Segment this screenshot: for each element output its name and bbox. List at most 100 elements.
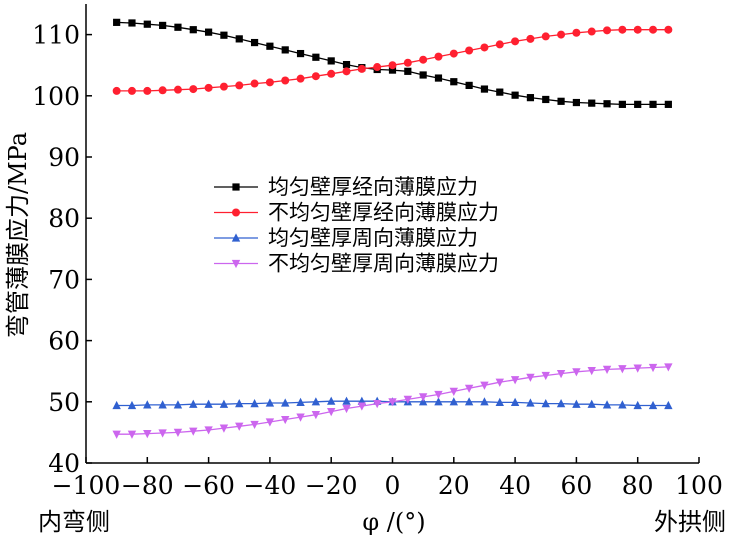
data-point bbox=[189, 85, 198, 94]
data-point bbox=[189, 26, 197, 34]
x-tick-label: 80 bbox=[622, 471, 654, 500]
data-point bbox=[572, 399, 581, 408]
data-point bbox=[342, 404, 351, 414]
data-point bbox=[173, 428, 183, 437]
data-point bbox=[250, 79, 259, 88]
data-point bbox=[542, 95, 550, 104]
x-tick-label: 0 bbox=[385, 471, 401, 500]
data-point bbox=[388, 61, 397, 70]
data-point bbox=[434, 74, 443, 82]
data-point bbox=[633, 364, 642, 373]
data-point bbox=[219, 424, 229, 433]
data-point bbox=[526, 373, 535, 382]
x-tick-label: 100 bbox=[675, 471, 723, 500]
data-point bbox=[588, 99, 596, 107]
data-point bbox=[556, 370, 566, 379]
data-point bbox=[418, 393, 428, 402]
data-point bbox=[480, 43, 489, 52]
data-point bbox=[602, 400, 612, 409]
data-point bbox=[664, 100, 672, 108]
data-point bbox=[235, 81, 244, 90]
legend-item: 均匀壁厚经向薄膜应力 bbox=[214, 175, 478, 199]
data-point bbox=[327, 69, 336, 78]
data-point bbox=[143, 20, 151, 28]
data-point bbox=[388, 66, 397, 74]
data-point bbox=[388, 398, 397, 407]
legend-label: 不均匀壁厚周向薄膜应力 bbox=[268, 252, 499, 276]
data-point bbox=[618, 400, 627, 409]
data-point bbox=[342, 396, 351, 405]
data-point bbox=[296, 397, 305, 407]
data-point bbox=[219, 399, 229, 408]
y-axis-title: 弯管薄膜应力/MPa bbox=[4, 132, 32, 338]
series-line bbox=[116, 29, 669, 92]
data-point bbox=[112, 430, 121, 439]
data-point bbox=[220, 31, 228, 39]
data-point bbox=[434, 52, 443, 61]
data-point bbox=[296, 413, 305, 422]
x-axis-title: φ /(°) bbox=[362, 508, 425, 536]
data-point bbox=[250, 399, 259, 408]
data-point bbox=[572, 98, 580, 107]
data-point bbox=[128, 19, 136, 27]
data-point bbox=[434, 397, 443, 406]
data-point bbox=[633, 400, 642, 410]
data-point bbox=[495, 397, 504, 407]
data-point bbox=[450, 78, 458, 86]
data-point bbox=[127, 400, 137, 410]
data-point bbox=[373, 63, 382, 72]
data-point bbox=[281, 76, 290, 85]
data-point bbox=[664, 25, 673, 34]
x-tick-label: −60 bbox=[182, 471, 235, 500]
data-point bbox=[189, 427, 198, 436]
data-point bbox=[311, 397, 321, 406]
x-tick-label: −40 bbox=[244, 471, 297, 500]
data-point bbox=[664, 400, 673, 410]
data-point bbox=[526, 398, 535, 407]
data-point bbox=[205, 28, 213, 36]
data-point bbox=[557, 97, 565, 105]
data-point bbox=[603, 26, 612, 35]
data-point bbox=[296, 74, 305, 83]
data-point bbox=[541, 32, 550, 41]
data-point bbox=[143, 400, 152, 409]
data-point bbox=[173, 400, 183, 409]
legend: 均匀壁厚经向薄膜应力不均匀壁厚经向薄膜应力均匀壁厚周向薄膜应力不均匀壁厚周向薄膜… bbox=[214, 175, 499, 276]
data-point bbox=[511, 37, 520, 46]
y-tick-label: 100 bbox=[32, 82, 80, 111]
data-point bbox=[235, 35, 243, 43]
data-point bbox=[526, 94, 535, 102]
x-left-side-label: 内弯侧 bbox=[38, 508, 110, 536]
data-point bbox=[649, 100, 657, 108]
data-point bbox=[143, 86, 152, 95]
data-point bbox=[235, 422, 244, 431]
data-point bbox=[158, 400, 167, 409]
x-tick-label: −100 bbox=[52, 471, 121, 500]
data-point bbox=[204, 83, 213, 92]
data-point bbox=[403, 395, 413, 404]
data-point bbox=[602, 365, 612, 374]
data-point bbox=[572, 28, 581, 37]
y-tick-label: 110 bbox=[32, 21, 80, 50]
x-tick-label: −20 bbox=[305, 471, 358, 500]
data-point bbox=[618, 100, 626, 108]
data-point bbox=[281, 415, 290, 425]
data-point bbox=[266, 42, 274, 50]
legend-marker bbox=[231, 259, 241, 269]
data-point bbox=[174, 23, 182, 31]
data-point bbox=[404, 67, 412, 75]
data-point bbox=[189, 399, 198, 408]
data-point bbox=[250, 420, 259, 430]
data-point bbox=[327, 407, 336, 417]
data-point bbox=[480, 381, 489, 390]
data-point bbox=[465, 81, 473, 89]
data-point bbox=[112, 400, 121, 410]
legend-item: 不均匀壁厚经向薄膜应力 bbox=[214, 201, 499, 225]
data-point bbox=[159, 21, 167, 30]
data-point bbox=[633, 25, 642, 34]
x-right-side-label: 外拱侧 bbox=[654, 508, 726, 536]
data-point bbox=[312, 53, 320, 61]
data-point bbox=[465, 46, 474, 55]
data-point bbox=[587, 27, 596, 36]
